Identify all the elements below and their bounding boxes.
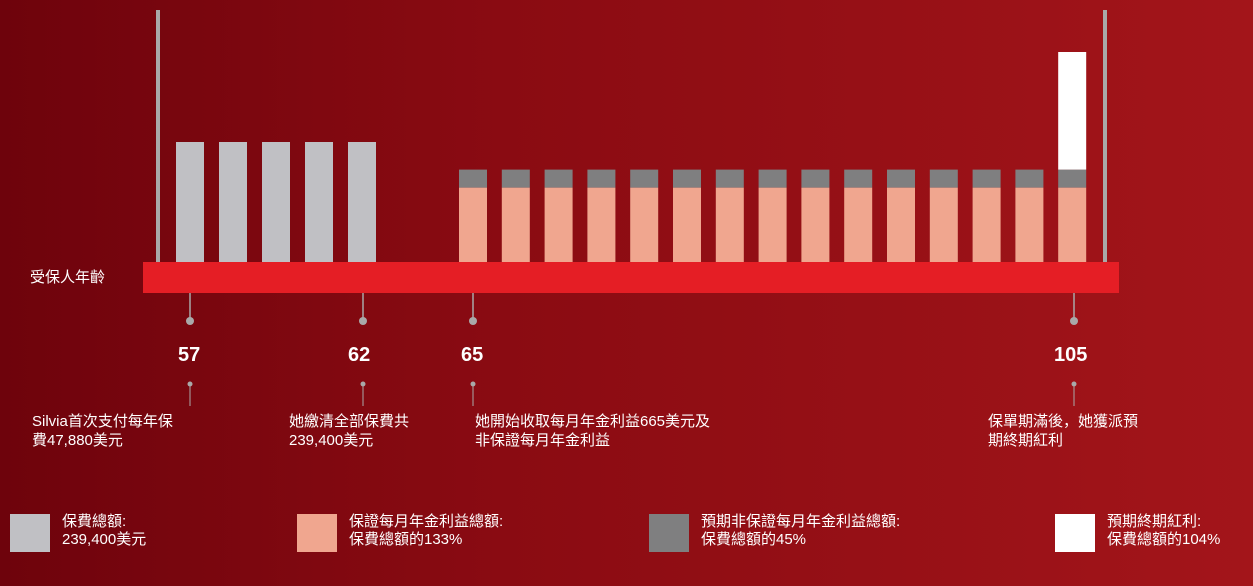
age-marker-dot [359,317,367,325]
premium-bar [262,142,290,262]
age-marker-dot [1070,317,1078,325]
premium-bar [305,142,333,262]
guaranteed-payout-bar [459,187,487,262]
guaranteed-payout-bar [501,187,530,262]
note-connector-dot [187,381,193,387]
terminal-bonus-bar [1058,52,1087,170]
note-57: Silvia首次支付每年保 費47,880美元 [32,413,173,449]
note-105: 保單期滿後，她獲派預 期終期紅利 [988,413,1139,449]
axis-title: 受保人年齡 [30,269,106,286]
legend-swatch-non-guaranteed [649,514,689,552]
guaranteed-payout-bar [1015,187,1044,262]
legend-sub: 保費總額的45% [701,531,807,548]
guaranteed-payout-bar [758,187,787,262]
legend-sub: 保費總額的104% [1107,531,1221,548]
premium-bar [348,142,376,262]
bars-group [156,10,1107,262]
non-guaranteed-payout-bar [501,169,530,188]
guaranteed-payout-bar [630,187,659,262]
non-guaranteed-payout-bar [801,169,830,188]
legend-label: 保證每月年金利益總額: [349,513,504,530]
note-connector-dot [360,381,366,387]
age-axis-band [143,262,1119,293]
non-guaranteed-payout-bar [630,169,659,188]
premium-bar [219,142,247,262]
legend-text-premium: 保費總額: 239,400美元 [62,513,146,549]
legend-swatch-premium [10,514,50,552]
legend-text-terminal-bonus: 預期終期紅利: 保費總額的104% [1107,513,1220,549]
legend-sub: 239,400美元 [62,531,147,548]
note-65: 她開始收取每月年金利益665美元及 非保證每月年金利益 [475,413,711,449]
non-guaranteed-payout-bar [587,169,616,188]
legend-text-guaranteed: 保證每月年金利益總額: 保費總額的133% [349,513,503,549]
note-62: 她繳清全部保費共 239,400美元 [289,413,410,449]
age-marker-dot [469,317,477,325]
age-label-62: 62 [348,344,371,366]
non-guaranteed-payout-bar [1058,169,1087,188]
guaranteed-payout-bar [972,187,1001,262]
age-marker-dot [186,317,194,325]
legend-label: 預期非保證每月年金利益總額: [701,513,901,530]
guaranteed-payout-bar [844,187,873,262]
axis-group [143,262,1119,406]
guaranteed-payout-bar [587,187,616,262]
non-guaranteed-payout-bar [758,169,787,188]
age-label-65: 65 [461,344,484,366]
guaranteed-payout-bar [887,187,915,262]
boundary-line-right [1103,10,1107,262]
non-guaranteed-payout-bar [972,169,1001,188]
legend-text-non-guaranteed: 預期非保證每月年金利益總額: 保費總額的45% [701,513,900,549]
age-label-105: 105 [1054,344,1088,366]
non-guaranteed-payout-bar [844,169,873,188]
non-guaranteed-payout-bar [929,169,958,188]
non-guaranteed-payout-bar [544,169,573,188]
non-guaranteed-payout-bar [715,169,744,188]
legend-swatch-guaranteed [297,514,337,552]
boundary-line-left [156,10,160,262]
guaranteed-payout-bar [801,187,830,262]
guaranteed-payout-bar [929,187,958,262]
non-guaranteed-payout-bar [673,169,701,188]
guaranteed-payout-bar [1058,187,1087,262]
guaranteed-payout-bar [673,187,701,262]
non-guaranteed-payout-bar [887,169,915,188]
non-guaranteed-payout-bar [1015,169,1044,188]
note-connector-dot [1071,381,1077,387]
age-label-57: 57 [178,344,201,366]
legend-swatch-terminal-bonus [1055,514,1095,552]
guaranteed-payout-bar [544,187,573,262]
note-connector-dot [470,381,476,387]
premium-bar [176,142,204,262]
legend-sub: 保費總額的133% [349,531,463,548]
non-guaranteed-payout-bar [459,169,487,188]
legend-label: 保費總額: [62,513,127,530]
guaranteed-payout-bar [715,187,744,262]
legend-label: 預期終期紅利: [1107,513,1202,530]
